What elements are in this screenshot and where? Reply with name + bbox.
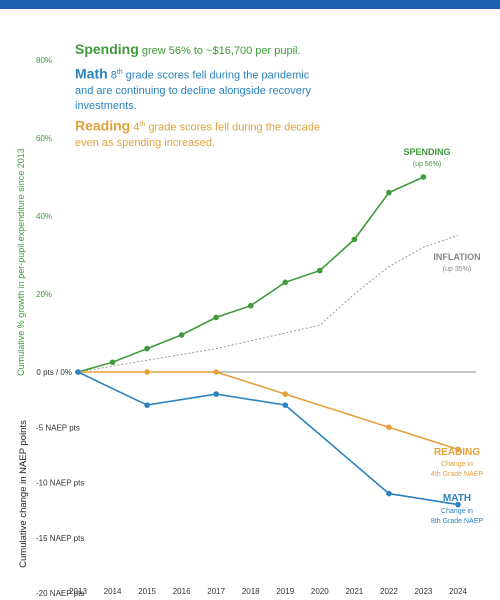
upper-tick-label: 80% bbox=[36, 56, 52, 65]
math-annotation-text: grade scores fell during the pandemic an… bbox=[75, 69, 312, 112]
lower-tick-label: -20 NAEP pts bbox=[36, 589, 84, 598]
spending-point bbox=[351, 236, 358, 243]
x-tick-label: 2024 bbox=[449, 587, 467, 596]
spending-point bbox=[317, 267, 323, 274]
spending-annotation: Spending grew 56% to ~$16,700 per pupil. bbox=[75, 42, 325, 59]
x-tick-label: 2015 bbox=[138, 587, 156, 596]
reading-line bbox=[78, 371, 459, 451]
spending-point bbox=[109, 359, 116, 366]
reading-annotation-text: grade scores fell during the decade even… bbox=[75, 121, 321, 149]
x-tick-label: 2014 bbox=[104, 587, 122, 596]
math-annotation: Math 8th grade scores fell during the pa… bbox=[75, 65, 325, 114]
math-point bbox=[455, 501, 461, 508]
x-tick-label: 2013 bbox=[69, 587, 87, 596]
upper-tick-label: 60% bbox=[36, 134, 52, 143]
spending-point bbox=[213, 314, 219, 321]
inflation-sublabel: (up 35%) bbox=[443, 266, 471, 273]
reading-sublabel: Change in bbox=[441, 461, 473, 468]
reading-point bbox=[144, 369, 150, 375]
spending-point bbox=[178, 332, 185, 338]
reading-annotation-lead: Reading bbox=[75, 117, 131, 134]
x-tick-label: 2022 bbox=[380, 587, 398, 596]
math-point bbox=[144, 402, 150, 408]
lower-tick-label: -10 NAEP pts bbox=[36, 479, 84, 488]
math-point bbox=[386, 490, 392, 497]
math-label: MATH bbox=[443, 493, 471, 504]
spending-point bbox=[282, 279, 289, 286]
x-tick-label: 2017 bbox=[207, 587, 225, 596]
reading-annotation-grade: 4 bbox=[133, 121, 140, 134]
math-sublabel: 8th Grade NAEP bbox=[431, 518, 483, 525]
math-point bbox=[213, 391, 219, 397]
math-point bbox=[282, 402, 289, 408]
spending-line bbox=[77, 176, 424, 373]
reading-point bbox=[455, 446, 461, 453]
header-bar bbox=[0, 0, 500, 9]
lower-tick-label: -15 NAEP pts bbox=[36, 534, 84, 543]
reading-point bbox=[386, 424, 392, 431]
x-tick-label: 2023 bbox=[415, 587, 433, 596]
math-annotation-grade: 8 bbox=[110, 69, 117, 82]
upper-tick-label: 40% bbox=[36, 212, 52, 221]
reading-point bbox=[282, 391, 289, 397]
math-annotation-lead: Math bbox=[75, 65, 108, 82]
reading-point bbox=[213, 369, 219, 375]
inflation-line bbox=[77, 235, 459, 373]
math-line bbox=[77, 371, 459, 506]
spending-annotation-text: grew 56% to ~$16,700 per pupil. bbox=[141, 45, 301, 57]
spending-label: SPENDING bbox=[403, 147, 450, 157]
spending-point bbox=[386, 189, 392, 196]
x-tick-label: 2018 bbox=[242, 587, 260, 596]
reading-annotation-grade-suffix: th bbox=[139, 121, 146, 128]
spending-point bbox=[144, 345, 150, 352]
reading-label: READING bbox=[434, 447, 480, 458]
lower-axis-label: Cumulative change in NAEP points bbox=[18, 420, 29, 568]
inflation-label: INFLATION bbox=[433, 252, 480, 262]
reading-sublabel: 4th Grade NAEP bbox=[431, 471, 483, 478]
upper-axis-label: Cumulative % growth in per-pupil expendi… bbox=[16, 148, 26, 376]
math-point bbox=[75, 369, 81, 375]
spending-sublabel: (up 56%) bbox=[413, 161, 441, 168]
spending-point bbox=[420, 174, 427, 180]
x-tick-label: 2021 bbox=[345, 587, 363, 596]
x-tick-label: 2019 bbox=[276, 587, 294, 596]
spending-point bbox=[247, 302, 254, 309]
zero-label: 0 pts / 0% bbox=[36, 368, 72, 377]
math-annotation-grade-suffix: th bbox=[116, 69, 123, 76]
x-tick-label: 2016 bbox=[173, 587, 191, 596]
spending-annotation-lead: Spending bbox=[75, 41, 139, 57]
lower-tick-label: -5 NAEP pts bbox=[36, 423, 80, 432]
math-sublabel: Change in bbox=[441, 508, 473, 515]
reading-annotation: Reading 4th grade scores fell during the… bbox=[75, 117, 325, 151]
upper-tick-label: 20% bbox=[36, 290, 52, 299]
x-tick-label: 2020 bbox=[311, 587, 329, 596]
